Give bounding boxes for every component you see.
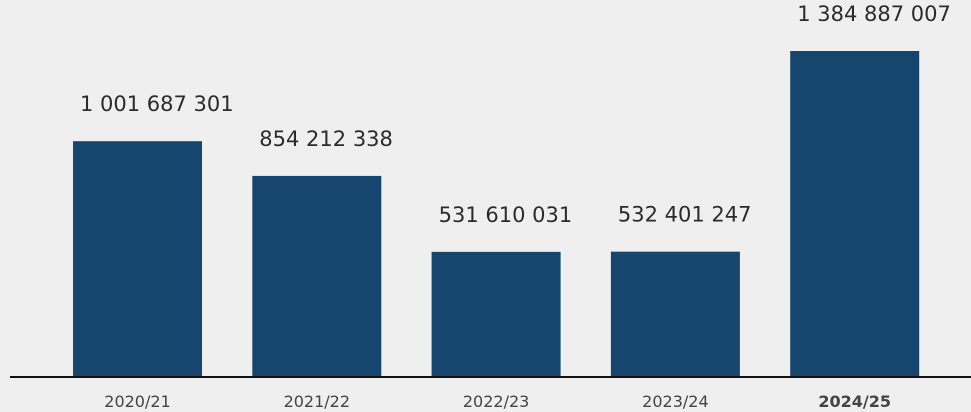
value-label: 532 401 247 [618, 203, 752, 227]
bar [73, 141, 202, 377]
bar [610, 251, 740, 377]
bar [431, 251, 561, 377]
value-label: 1 384 887 007 [797, 2, 951, 26]
x-tick-label: 2024/25 [818, 392, 891, 411]
value-label: 854 212 338 [259, 127, 393, 151]
bar [790, 51, 920, 377]
bar [252, 175, 382, 377]
x-tick-label: 2023/24 [642, 392, 708, 411]
x-tick-label: 2020/21 [104, 392, 170, 411]
x-tick-label: 2022/23 [463, 392, 529, 411]
value-label: 1 001 687 301 [80, 92, 234, 116]
value-label: 531 610 031 [439, 203, 573, 227]
x-tick-label: 2021/22 [284, 392, 350, 411]
